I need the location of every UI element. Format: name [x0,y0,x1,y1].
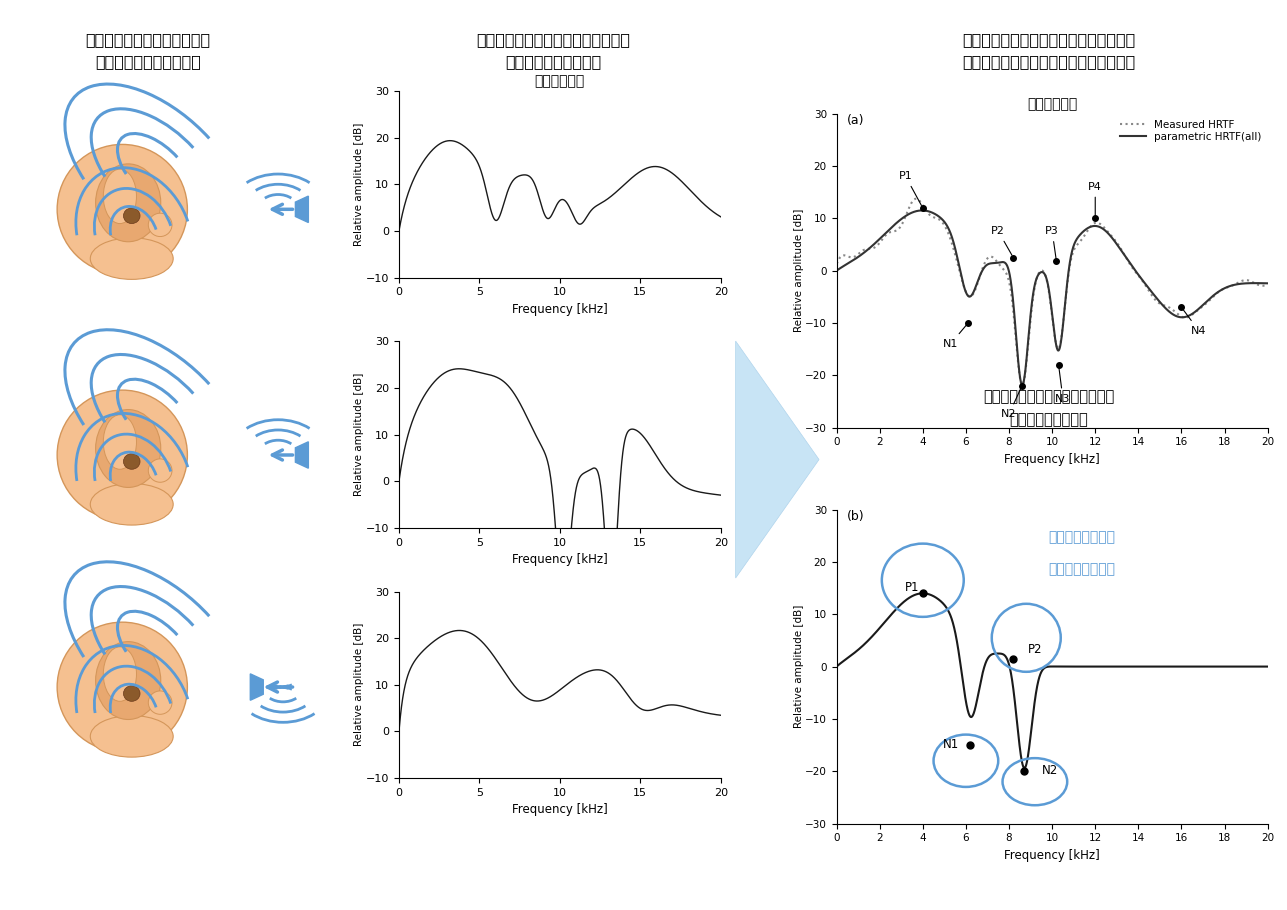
Y-axis label: Relative amplitude [dB]: Relative amplitude [dB] [794,605,803,728]
Text: 谷（ノッチ）・山（ピーク）でモデル化: 谷（ノッチ）・山（ピーク）でモデル化 [963,55,1135,69]
parametric HRTF(all) [878,228,893,238]
Text: 少数パラメータで: 少数パラメータで [1048,531,1115,544]
Text: パラメトリック・ノッチ・ピーク: パラメトリック・ノッチ・ピーク [983,389,1115,404]
Title: 頭部伝達関数: 頭部伝達関数 [1027,97,1077,111]
Text: P1: P1 [898,171,921,206]
X-axis label: Frequency [kHz]: Frequency [kHz] [512,804,607,816]
parametric HRTF(all) [1013,377,1028,388]
Text: (a): (a) [847,115,865,127]
parametric HRTF(all) [1260,278,1275,288]
Text: P3: P3 [1045,226,1059,258]
Text: 人が音の方向を知覚する頭部伝達関数の: 人が音の方向を知覚する頭部伝達関数の [963,32,1135,46]
Measured HRTF [1013,377,1028,388]
Text: 耳表面で音が複雑に変化: 耳表面で音が複雑に変化 [95,55,201,69]
X-axis label: Frequency [kHz]: Frequency [kHz] [512,553,607,566]
parametric HRTF(all) [995,257,1010,268]
Text: 耳に到来する音（頭部伝達関数）は: 耳に到来する音（頭部伝達関数）は [476,32,631,46]
Text: N4: N4 [1183,309,1206,336]
Measured HRTF [995,262,1010,273]
Text: 耳の形状ごとに異なる: 耳の形状ごとに異なる [506,55,601,69]
Measured HRTF [1252,279,1268,290]
Text: P4: P4 [1089,182,1102,216]
Measured HRTF [829,258,844,269]
Text: N2: N2 [1042,763,1058,777]
Measured HRTF [878,229,893,240]
Text: N2: N2 [1001,389,1021,420]
Text: N3: N3 [1055,368,1071,403]
Measured HRTF [903,197,919,208]
X-axis label: Frequency [kHz]: Frequency [kHz] [1004,849,1100,862]
Measured HRTF [1206,291,1221,302]
Text: 頭部伝達関数モデル: 頭部伝達関数モデル [1009,412,1089,427]
Y-axis label: Relative amplitude [dB]: Relative amplitude [dB] [794,209,803,332]
Y-axis label: Relative amplitude [dB]: Relative amplitude [dB] [354,623,364,746]
Text: P2: P2 [1027,643,1042,656]
parametric HRTF(all) [829,265,844,276]
Measured HRTF [1014,379,1030,390]
Text: P2: P2 [991,226,1012,255]
X-axis label: Frequency [kHz]: Frequency [kHz] [512,303,607,316]
Text: N1: N1 [943,325,967,349]
parametric HRTF(all) [903,207,919,218]
parametric HRTF(all) [1206,290,1221,301]
Text: N1: N1 [942,738,959,751]
Measured HRTF [909,193,924,204]
parametric HRTF(all) [914,205,929,216]
Text: 音に方向を与える: 音に方向を与える [1048,561,1115,576]
X-axis label: Frequency [kHz]: Frequency [kHz] [1004,453,1100,466]
Y-axis label: Relative amplitude [dB]: Relative amplitude [dB] [354,123,364,246]
Text: 耳の形状は人それぞれ異なり: 耳の形状は人それぞれ異なり [85,32,211,46]
Measured HRTF [1260,279,1275,290]
Y-axis label: Relative amplitude [dB]: Relative amplitude [dB] [354,373,364,496]
Line: parametric HRTF(all): parametric HRTF(all) [837,210,1268,385]
Legend: Measured HRTF, parametric HRTF(all): Measured HRTF, parametric HRTF(all) [1116,116,1265,147]
Text: P1: P1 [905,581,919,593]
Polygon shape [736,341,819,578]
Line: Measured HRTF: Measured HRTF [837,198,1268,385]
parametric HRTF(all) [1014,379,1030,390]
Title: 頭部伝達関数: 頭部伝達関数 [534,75,586,88]
parametric HRTF(all) [1252,278,1268,288]
Text: (b): (b) [847,511,865,523]
